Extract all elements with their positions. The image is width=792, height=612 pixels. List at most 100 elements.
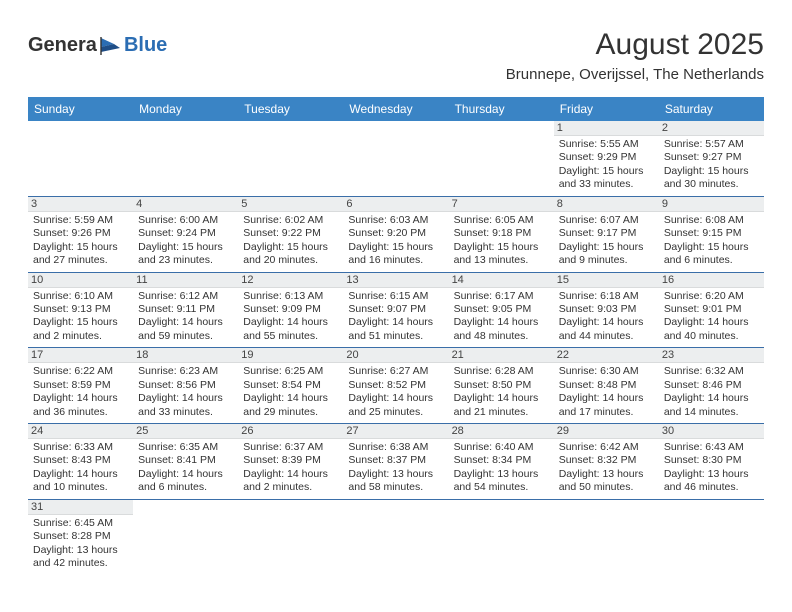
calendar-cell: 1Sunrise: 5:55 AMSunset: 9:29 PMDaylight… — [554, 121, 659, 196]
day-number: 17 — [28, 348, 133, 363]
cell-text: Sunset: 8:30 PM — [664, 454, 759, 467]
cell-text: Daylight: 14 hours — [138, 392, 233, 405]
calendar-cell: 5Sunrise: 6:02 AMSunset: 9:22 PMDaylight… — [238, 196, 343, 272]
calendar-cell: 21Sunrise: 6:28 AMSunset: 8:50 PMDayligh… — [449, 348, 554, 424]
cell-text: Sunrise: 6:22 AM — [33, 365, 128, 378]
day-number: 13 — [343, 273, 448, 288]
cell-text: Sunrise: 6:32 AM — [664, 365, 759, 378]
cell-text: Sunset: 9:15 PM — [664, 227, 759, 240]
calendar-cell — [343, 499, 448, 574]
cell-text: Sunrise: 6:37 AM — [243, 441, 338, 454]
month-title: August 2025 — [506, 28, 764, 62]
calendar-cell: 6Sunrise: 6:03 AMSunset: 9:20 PMDaylight… — [343, 196, 448, 272]
cell-text: Daylight: 13 hours — [33, 544, 128, 557]
cell-text: Sunrise: 6:20 AM — [664, 290, 759, 303]
day-number: 12 — [238, 273, 343, 288]
cell-text: Sunset: 8:59 PM — [33, 379, 128, 392]
calendar-cell — [449, 499, 554, 574]
cell-text: and 9 minutes. — [559, 254, 654, 267]
cell-text: and 59 minutes. — [138, 330, 233, 343]
calendar-cell: 28Sunrise: 6:40 AMSunset: 8:34 PMDayligh… — [449, 424, 554, 500]
cell-text: and 23 minutes. — [138, 254, 233, 267]
cell-text: Daylight: 14 hours — [348, 392, 443, 405]
cell-text: Sunrise: 6:28 AM — [454, 365, 549, 378]
calendar-cell: 8Sunrise: 6:07 AMSunset: 9:17 PMDaylight… — [554, 196, 659, 272]
cell-text: Sunset: 8:48 PM — [559, 379, 654, 392]
cell-text: and 44 minutes. — [559, 330, 654, 343]
calendar-cell: 14Sunrise: 6:17 AMSunset: 9:05 PMDayligh… — [449, 272, 554, 348]
cell-text: Daylight: 14 hours — [559, 316, 654, 329]
cell-text: Daylight: 15 hours — [559, 165, 654, 178]
cell-text: Sunrise: 6:12 AM — [138, 290, 233, 303]
cell-text: Sunrise: 6:08 AM — [664, 214, 759, 227]
cell-text: Sunrise: 6:30 AM — [559, 365, 654, 378]
cell-text: Sunrise: 5:57 AM — [664, 138, 759, 151]
day-number: 19 — [238, 348, 343, 363]
calendar-cell: 29Sunrise: 6:42 AMSunset: 8:32 PMDayligh… — [554, 424, 659, 500]
calendar-cell: 4Sunrise: 6:00 AMSunset: 9:24 PMDaylight… — [133, 196, 238, 272]
cell-text: Sunset: 9:27 PM — [664, 151, 759, 164]
cell-text: and 6 minutes. — [664, 254, 759, 267]
cell-text: Sunrise: 6:27 AM — [348, 365, 443, 378]
calendar-cell: 23Sunrise: 6:32 AMSunset: 8:46 PMDayligh… — [659, 348, 764, 424]
cell-text: Sunset: 8:43 PM — [33, 454, 128, 467]
cell-text: Daylight: 14 hours — [138, 468, 233, 481]
day-number: 3 — [28, 197, 133, 212]
cell-text: Sunset: 8:32 PM — [559, 454, 654, 467]
cell-text: Daylight: 15 hours — [454, 241, 549, 254]
calendar-cell: 18Sunrise: 6:23 AMSunset: 8:56 PMDayligh… — [133, 348, 238, 424]
cell-text: Daylight: 15 hours — [664, 241, 759, 254]
cell-text: Sunset: 9:17 PM — [559, 227, 654, 240]
cell-text: Sunset: 9:20 PM — [348, 227, 443, 240]
logo-text-2: Blue — [124, 34, 167, 57]
cell-text: Sunset: 9:13 PM — [33, 303, 128, 316]
cell-text: Daylight: 14 hours — [138, 316, 233, 329]
cell-text: Daylight: 13 hours — [454, 468, 549, 481]
cell-text: Daylight: 14 hours — [33, 468, 128, 481]
day-number: 7 — [449, 197, 554, 212]
cell-text: Sunrise: 6:42 AM — [559, 441, 654, 454]
cell-text: Daylight: 14 hours — [243, 392, 338, 405]
cell-text: and 21 minutes. — [454, 406, 549, 419]
cell-text: and 10 minutes. — [33, 481, 128, 494]
logo-text-1: Genera — [28, 34, 97, 57]
day-number: 11 — [133, 273, 238, 288]
cell-text: and 27 minutes. — [33, 254, 128, 267]
cell-text: Sunset: 9:22 PM — [243, 227, 338, 240]
cell-text: Sunset: 9:29 PM — [559, 151, 654, 164]
calendar-cell: 19Sunrise: 6:25 AMSunset: 8:54 PMDayligh… — [238, 348, 343, 424]
day-number: 18 — [133, 348, 238, 363]
cell-text: and 30 minutes. — [664, 178, 759, 191]
day-number: 27 — [343, 424, 448, 439]
cell-text: Sunrise: 6:10 AM — [33, 290, 128, 303]
cell-text: Sunrise: 6:45 AM — [33, 517, 128, 530]
calendar-cell: 25Sunrise: 6:35 AMSunset: 8:41 PMDayligh… — [133, 424, 238, 500]
calendar-cell: 9Sunrise: 6:08 AMSunset: 9:15 PMDaylight… — [659, 196, 764, 272]
calendar-cell — [449, 121, 554, 196]
cell-text: Sunset: 8:54 PM — [243, 379, 338, 392]
cell-text: Sunrise: 5:59 AM — [33, 214, 128, 227]
cell-text: Sunrise: 6:00 AM — [138, 214, 233, 227]
cell-text: Sunrise: 6:38 AM — [348, 441, 443, 454]
day-number: 31 — [28, 500, 133, 515]
day-number: 23 — [659, 348, 764, 363]
calendar-cell — [659, 499, 764, 574]
calendar-cell: 31Sunrise: 6:45 AMSunset: 8:28 PMDayligh… — [28, 499, 133, 574]
calendar-cell: 13Sunrise: 6:15 AMSunset: 9:07 PMDayligh… — [343, 272, 448, 348]
cell-text: and 54 minutes. — [454, 481, 549, 494]
cell-text: and 58 minutes. — [348, 481, 443, 494]
cell-text: Sunset: 9:03 PM — [559, 303, 654, 316]
cell-text: and 33 minutes. — [559, 178, 654, 191]
cell-text: and 17 minutes. — [559, 406, 654, 419]
cell-text: Sunset: 8:52 PM — [348, 379, 443, 392]
cell-text: Daylight: 15 hours — [138, 241, 233, 254]
day-number: 25 — [133, 424, 238, 439]
cell-text: Daylight: 14 hours — [243, 468, 338, 481]
location: Brunnepe, Overijssel, The Netherlands — [506, 66, 764, 83]
cell-text: Daylight: 14 hours — [33, 392, 128, 405]
cell-text: Daylight: 15 hours — [33, 241, 128, 254]
calendar-cell: 22Sunrise: 6:30 AMSunset: 8:48 PMDayligh… — [554, 348, 659, 424]
day-header: Tuesday — [238, 97, 343, 121]
cell-text: Daylight: 15 hours — [559, 241, 654, 254]
logo: Genera Blue — [28, 28, 167, 57]
